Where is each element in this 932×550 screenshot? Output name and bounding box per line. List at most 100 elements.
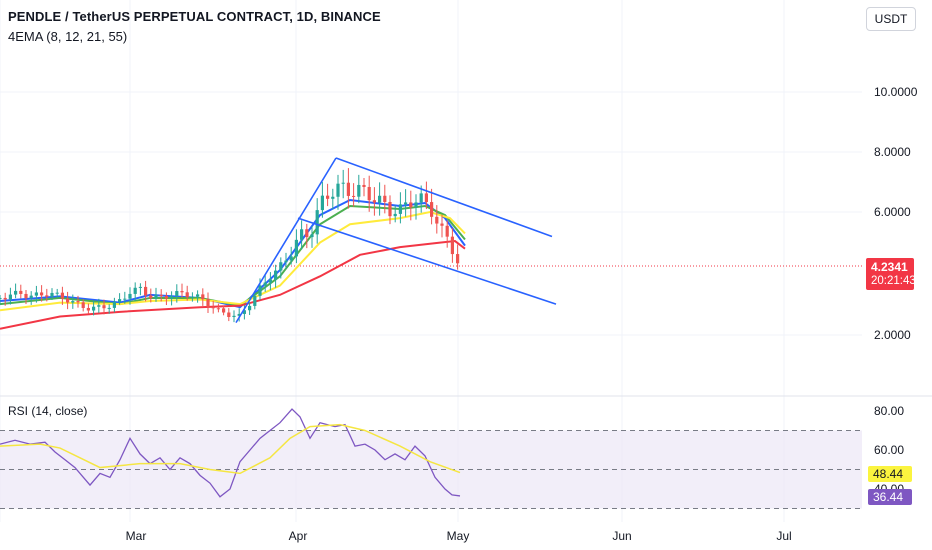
rsi-tick-label: 80.00 [874,404,904,418]
candle-body [232,315,236,317]
candle-body [180,291,184,293]
last-price-value: 4.2341 [871,260,908,274]
price-tick-label: 2.0000 [874,328,911,342]
candle-body [123,298,127,300]
currency-button[interactable]: USDT [866,7,916,31]
candle-body [190,296,194,298]
channel-line-3[interactable] [335,157,553,238]
candle-body [112,301,116,308]
rsi-line [0,408,461,498]
candle-body [393,213,397,217]
candle-body [310,234,314,238]
candle-body [29,295,33,299]
candle-body [159,294,163,296]
rsi-value-tag: 36.44 [868,489,912,505]
candle-body [201,294,205,300]
bar-countdown: 20:21:43 [871,275,916,287]
candle-body [315,210,319,235]
candle-body [456,254,460,264]
candle-body [320,195,324,211]
candle-body [50,292,54,297]
candle-body [289,256,293,261]
candle-body [242,310,246,314]
candle-body [435,216,439,224]
candle-body [107,307,111,309]
candle-body [19,290,23,294]
channel-line-1[interactable] [235,157,337,324]
ema-line-4 [0,240,466,330]
candle-body [128,293,132,299]
candle-body [274,270,278,280]
candle-body [133,287,137,294]
candle-body [372,200,376,203]
candle-body [263,282,267,286]
candle-body [336,183,340,197]
candle-body [279,262,283,271]
candle-body [404,202,408,205]
candle-body [419,193,423,203]
candle-body [138,286,142,288]
candle-body [81,302,85,308]
price-tick-label: 6.0000 [874,205,911,219]
candle-body [440,223,444,226]
candle-body [3,297,7,300]
rsi-ma-line [0,423,461,475]
candle-body [45,295,49,297]
candle-body [409,202,413,208]
candle-body [378,195,382,203]
time-tick-label: Jun [612,529,631,543]
candle-body [154,294,158,299]
candle-body [76,301,80,303]
candle-body [326,195,330,199]
candle-body [185,292,189,298]
candle-body [66,298,70,303]
last-price-tag: 4.2341 20:21:43 [866,258,916,290]
candle-body [170,296,174,299]
candle-body [414,202,418,208]
candle-body [175,291,179,297]
candle-body [149,295,153,299]
indicator-legend[interactable]: 4EMA (8, 12, 21, 55) [8,29,128,44]
candle-body [118,299,122,302]
candle-body [206,299,210,307]
candle-body [424,193,428,203]
candle-body [8,294,12,300]
candle-body [55,292,59,294]
candle-body [362,184,366,187]
candle-body [248,305,252,311]
channel-line-2[interactable] [297,217,557,305]
rsi-legend[interactable]: RSI (14, close) [8,404,88,418]
candle-body [97,305,101,307]
candle-body [222,308,226,313]
time-tick-label: Jul [776,529,791,543]
candle-body [346,182,350,196]
candle-body [341,182,345,184]
candle-body [196,294,200,297]
candle-body [388,201,392,217]
candle-body [258,285,262,296]
candle-body [237,313,241,316]
candle-body [40,292,44,296]
candle-body [383,195,387,202]
candle-body [144,286,148,296]
candle-body [294,239,298,257]
candle-body [357,184,361,197]
candle-body [216,308,220,310]
price-tick-label: 10.0000 [874,85,918,99]
price-tick-label: 8.0000 [874,145,911,159]
time-tick-label: Apr [289,529,308,543]
candle-body [0,297,2,299]
candle-body [60,292,64,299]
candle-body [86,307,90,311]
candle-body [227,312,231,317]
candle-body [92,306,96,311]
candle-body [284,260,288,263]
rsi-ma-value-tag: 48.44 [868,466,912,482]
candle-body [34,292,38,296]
candle-body [211,306,215,309]
time-tick-label: May [447,529,470,543]
candle-body [71,301,75,303]
time-tick-label: Mar [126,529,147,543]
candle-body [331,196,335,199]
